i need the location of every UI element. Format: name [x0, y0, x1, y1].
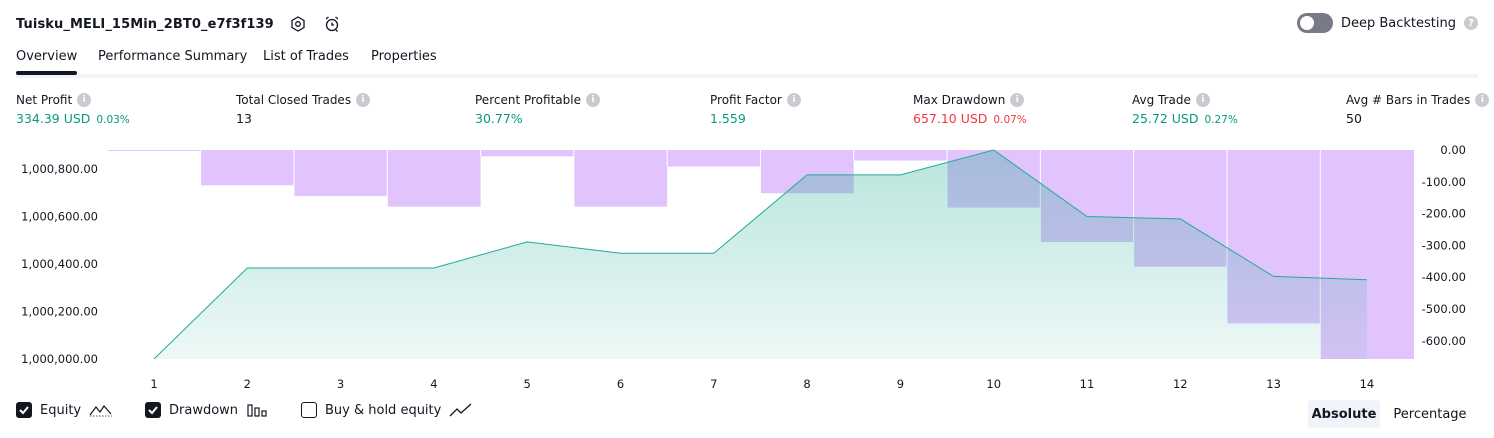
buy-hold-line-icon — [449, 403, 472, 417]
equity-drawdown-chart: 1,000,000.00 1,000,200.00 1,000,400.00 1,00… — [21, 143, 1466, 391]
alarm-clock-icon[interactable] — [322, 14, 342, 34]
x-axis-tick-label: 8 — [803, 377, 810, 391]
x-axis-tick-label: 4 — [430, 377, 437, 391]
equity-area — [154, 150, 1367, 359]
drawdown-checkbox[interactable] — [145, 402, 161, 418]
metric-label: Profit Factor — [710, 93, 782, 107]
info-icon[interactable]: i — [1195, 93, 1210, 107]
equity-line — [153, 149, 1367, 360]
drawdown-bars-icon — [247, 404, 267, 417]
info-icon[interactable]: i — [786, 93, 801, 107]
metric-net-profit: Net Profit i 334.39 USD 0.03% — [16, 93, 130, 126]
metric-value: 30.77% — [475, 111, 523, 126]
metric-avg-trade: Avg Trade i 25.72 USD 0.27% — [1132, 93, 1238, 126]
x-axis-tick-label: 11 — [1080, 377, 1095, 391]
right-axis-tick-label: -300.00 — [1422, 238, 1466, 252]
buy-hold-checkbox[interactable] — [301, 402, 317, 418]
drawdown-bar — [387, 150, 481, 207]
legend-drawdown[interactable]: Drawdown — [145, 402, 268, 418]
info-icon[interactable]: i — [1475, 93, 1490, 107]
right-axis-tick-label: -500.00 — [1422, 302, 1466, 316]
left-axis-tick-label: 1,000,200.00 — [21, 305, 98, 319]
equity-checkbox[interactable] — [16, 402, 32, 418]
right-axis-tick-label: -600.00 — [1422, 334, 1466, 348]
tab-properties[interactable]: Properties — [371, 49, 437, 64]
x-axis-tick-label: 3 — [337, 377, 344, 391]
metric-value: 13 — [236, 111, 252, 126]
x-axis-tick-label: 13 — [1266, 377, 1281, 391]
tab-bar: Overview Performance Summary List of Tra… — [16, 46, 1478, 78]
info-icon[interactable]: i — [1010, 93, 1025, 107]
drawdown-bar — [573, 150, 668, 207]
toggle-knob — [1299, 16, 1314, 30]
metric-percent-profitable: Percent Profitable i 30.77% — [475, 93, 600, 126]
settings-icon[interactable] — [288, 14, 308, 34]
info-icon[interactable]: i — [356, 93, 371, 107]
help-icon[interactable]: ? — [1464, 16, 1478, 30]
legend-equity[interactable]: Equity — [16, 402, 113, 418]
right-axis-tick-label: -400.00 — [1422, 270, 1466, 284]
tab-overview[interactable]: Overview — [16, 49, 78, 75]
strategy-title: Tuisku_MELI_15Min_2BT0_e7f3f139 — [16, 16, 274, 32]
left-axis-tick-label: 1,000,600.00 — [21, 210, 98, 224]
x-axis-tick-label: 7 — [710, 377, 717, 391]
metric-max-drawdown: Max Drawdown i 657.10 USD 0.07% — [913, 93, 1027, 126]
info-icon[interactable]: i — [585, 93, 600, 107]
metric-label: Net Profit — [16, 93, 73, 107]
tab-performance-summary[interactable]: Performance Summary — [98, 49, 248, 64]
metric-total-closed-trades: Total Closed Trades i 13 — [236, 93, 371, 126]
left-axis-tick-label: 1,000,000.00 — [21, 352, 98, 366]
strategy-header: Tuisku_MELI_15Min_2BT0_e7f3f139 — [16, 12, 342, 36]
metric-percent: 0.07% — [993, 114, 1027, 126]
metric-percent: 0.27% — [1204, 114, 1238, 126]
metric-avg-bars-in-trades: Avg # Bars in Trades i 50 — [1346, 93, 1490, 126]
drawdown-bar — [108, 150, 201, 151]
metric-label: Max Drawdown — [913, 93, 1006, 107]
legend-equity-label: Equity — [40, 402, 82, 418]
metric-profit-factor: Profit Factor i 1.559 — [710, 93, 801, 126]
mode-percentage-button[interactable]: Percentage — [1393, 406, 1467, 422]
legend-buy-hold[interactable]: Buy & hold equity — [301, 402, 473, 418]
metric-value: 25.72 USD — [1132, 111, 1199, 126]
right-axis-tick-label: 0.00 — [1440, 143, 1466, 157]
deep-backtesting-label: Deep Backtesting — [1340, 15, 1456, 31]
deep-backtesting-control: Deep Backtesting ? — [1296, 13, 1478, 33]
legend-drawdown-label: Drawdown — [169, 402, 239, 418]
tab-list-of-trades[interactable]: List of Trades — [263, 49, 349, 64]
x-axis-tick-label: 10 — [986, 377, 1001, 391]
right-axis-tick-label: -100.00 — [1422, 175, 1466, 189]
x-axis-tick-label: 1 — [150, 377, 157, 391]
drawdown-bar — [667, 150, 761, 167]
left-axis-tick-label: 1,000,800.00 — [21, 162, 98, 176]
drawdown-bar — [293, 150, 388, 197]
drawdown-bar — [200, 150, 294, 186]
equity-line-icon — [89, 405, 113, 417]
x-axis-tick-label: 2 — [244, 377, 251, 391]
metric-label: Avg Trade — [1132, 93, 1191, 107]
right-axis-tick-label: -200.00 — [1422, 207, 1466, 221]
drawdown-bar — [853, 150, 948, 161]
left-axis-tick-label: 1,000,400.00 — [21, 257, 98, 271]
metric-label: Percent Profitable — [475, 93, 581, 107]
legend-buy-hold-label: Buy & hold equity — [325, 402, 442, 418]
metric-value: 1.559 — [710, 111, 746, 126]
drawdown-bar — [480, 150, 574, 157]
metric-value: 50 — [1346, 111, 1362, 126]
x-axis-tick-label: 9 — [897, 377, 904, 391]
metric-label: Total Closed Trades — [236, 93, 352, 107]
info-icon[interactable]: i — [77, 93, 92, 107]
deep-backtesting-toggle[interactable] — [1296, 13, 1333, 33]
x-axis-tick-label: 14 — [1360, 377, 1375, 391]
metric-label: Avg # Bars in Trades — [1346, 93, 1471, 107]
metric-value: 657.10 USD — [913, 111, 988, 126]
x-axis-tick-label: 12 — [1173, 377, 1188, 391]
x-axis-tick-label: 5 — [524, 377, 531, 391]
metric-value: 334.39 USD — [16, 111, 91, 126]
mode-absolute-button[interactable]: Absolute — [1308, 400, 1380, 428]
metric-percent: 0.03% — [96, 114, 130, 126]
x-axis-tick-label: 6 — [617, 377, 624, 391]
